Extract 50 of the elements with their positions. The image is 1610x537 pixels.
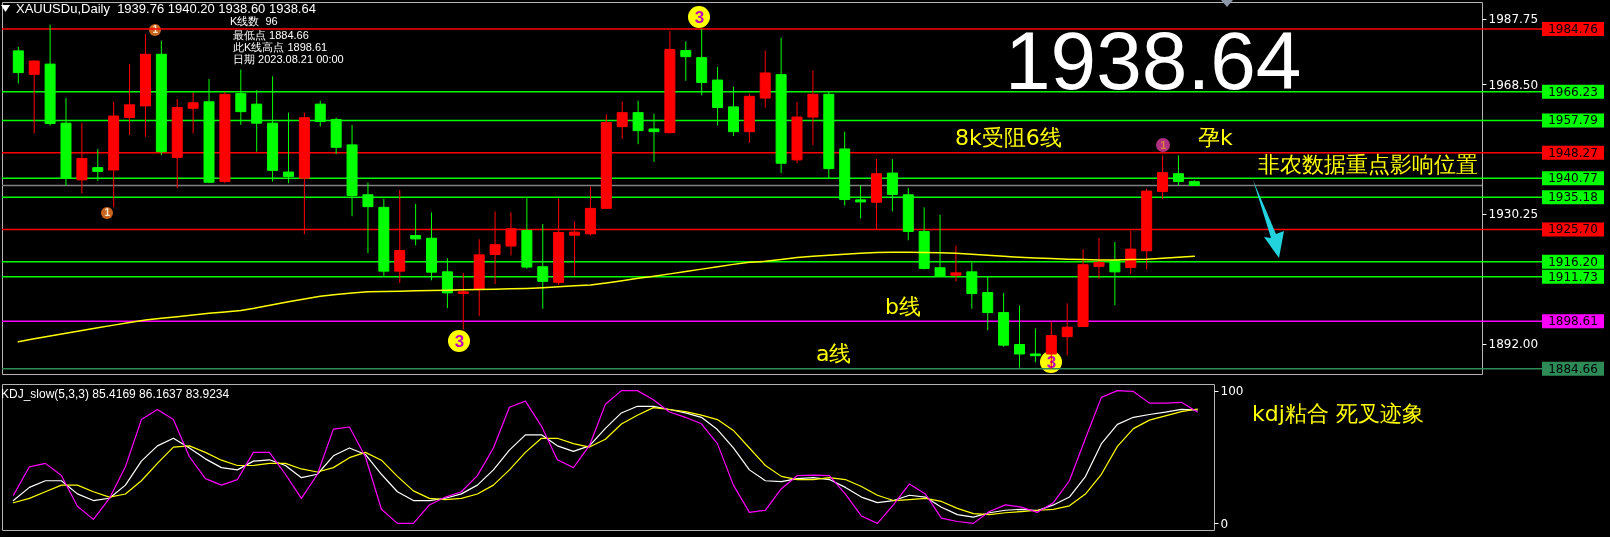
annotation: 8k受阻6线	[955, 125, 1062, 150]
y-tick-label: 0	[1220, 516, 1229, 531]
y-tick-label: 1987.75	[1488, 12, 1539, 27]
y-tick-label: 1968.50	[1488, 77, 1539, 92]
candlestick	[28, 59, 40, 134]
candlestick	[950, 245, 962, 282]
number-badge: 1	[101, 207, 114, 219]
ref-line-label: 1925.70	[1548, 222, 1598, 237]
chart-title: XAUUSDu,Daily 1939.76 1940.20 1938.60 1938.64	[16, 1, 316, 16]
candlestick	[1061, 302, 1073, 356]
annotation: 3	[454, 331, 465, 351]
annotation: 日期 2023.08.21 00:00	[233, 53, 344, 65]
annotation: 3	[694, 7, 705, 27]
number-badge: 3	[448, 330, 471, 352]
y-tick-label: 1930.25	[1488, 207, 1539, 222]
candlestick	[124, 63, 136, 136]
ref-line-label: 1884.66	[1548, 361, 1598, 376]
candlestick	[1014, 304, 1026, 369]
candlestick	[680, 40, 692, 82]
annotation: a线	[816, 341, 852, 366]
annotation: 此K线高点 1898.61	[233, 41, 328, 53]
ref-line-label: 1966.23	[1548, 84, 1598, 99]
ref-line-label: 1984.76	[1548, 21, 1598, 36]
candlestick	[410, 203, 422, 246]
candlestick	[187, 92, 199, 134]
annotation: 最低点 1884.66	[233, 29, 309, 41]
candlestick	[616, 100, 628, 140]
y-tick-label: 100	[1220, 384, 1244, 399]
number-badge: 3	[688, 6, 711, 28]
candlestick	[457, 272, 469, 331]
ref-line-label: 1957.79	[1548, 113, 1598, 128]
candlestick	[12, 46, 24, 84]
annotation: 1938.64	[1005, 15, 1302, 106]
y-tick-label: 1892.00	[1488, 337, 1539, 352]
text: 非农数据重点影响位置	[1258, 152, 1478, 177]
ref-line-label: 1898.61	[1548, 314, 1598, 329]
ref-line-label: 1935.18	[1548, 190, 1598, 205]
candlestick	[807, 70, 819, 146]
candlestick	[1029, 328, 1041, 363]
ref-line-label: 1911.73	[1548, 269, 1598, 284]
annotation: 孕k	[1198, 125, 1233, 150]
number-badge: 1	[1156, 138, 1171, 152]
annotation: K线数 96	[230, 15, 278, 27]
text: kdj粘合 死叉迹象	[1252, 401, 1424, 426]
ref-line-label: 1948.27	[1548, 145, 1598, 160]
ref-line-label: 1916.20	[1548, 254, 1598, 269]
annotation: 1	[1160, 138, 1167, 151]
ref-line-label: 1940.77	[1548, 171, 1598, 186]
candlestick	[1093, 237, 1105, 280]
annotation: b线	[885, 294, 921, 319]
